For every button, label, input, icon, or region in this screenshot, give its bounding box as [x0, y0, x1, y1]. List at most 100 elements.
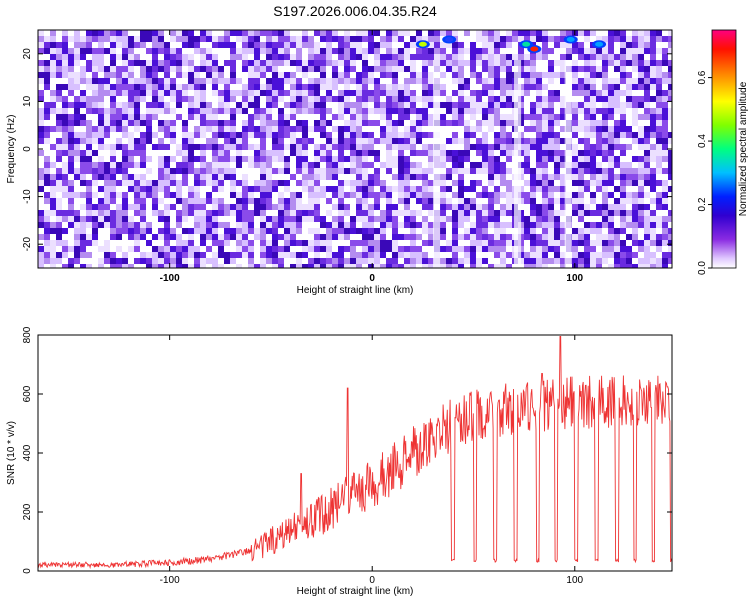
spectrogram-cell — [626, 222, 632, 228]
spectrogram-cell — [458, 78, 464, 84]
spectrogram-cell — [458, 246, 464, 252]
spectrogram-cell — [338, 204, 344, 210]
spectrogram-cell — [254, 66, 260, 72]
spectrogram-cell — [386, 264, 392, 268]
spectrogram-cell — [50, 186, 56, 192]
spectrogram-cell — [188, 36, 194, 42]
spectrogram-cell — [260, 168, 266, 174]
spectrogram-cell — [62, 96, 68, 102]
spectrogram-cell — [524, 84, 530, 90]
spectrogram-cell — [608, 132, 614, 138]
spectrogram-cell — [602, 36, 608, 42]
spectrogram-cell — [182, 144, 188, 150]
spectrogram-cell — [638, 222, 644, 228]
spectrogram-cell — [212, 66, 218, 72]
spectrogram-cell — [92, 192, 98, 198]
spectrogram-cell — [56, 186, 62, 192]
spectrogram-cell — [536, 258, 542, 264]
spectrogram-cell — [266, 222, 272, 228]
spectrogram-cell — [320, 132, 326, 138]
spectrogram-cell — [242, 102, 248, 108]
colorbar-tick-label: 0.2 — [697, 197, 708, 211]
spectrogram-cell — [374, 48, 380, 54]
spectrogram-cell — [548, 132, 554, 138]
spectrogram-cell — [356, 30, 362, 36]
spectrogram-cell — [410, 246, 416, 252]
spectrogram-cell — [254, 180, 260, 186]
spectrogram-cell — [182, 54, 188, 60]
spectrogram-cell — [122, 48, 128, 54]
spectrogram-cell — [608, 90, 614, 96]
spectrogram-cell — [194, 222, 200, 228]
spectrogram-cell — [86, 132, 92, 138]
spectrogram-cell — [662, 102, 668, 108]
spectrogram-cell — [650, 240, 656, 246]
spectrogram-cell — [200, 210, 206, 216]
spectrogram-cell — [500, 174, 506, 180]
spectrogram-cell — [68, 126, 74, 132]
spectrogram-cell — [350, 138, 356, 144]
spectrogram-cell — [656, 150, 662, 156]
spectrogram-cell — [440, 246, 446, 252]
spectrogram-cell — [146, 66, 152, 72]
spectrogram-cell — [110, 252, 116, 258]
spectrogram-cell — [386, 54, 392, 60]
spectrogram-cell — [392, 186, 398, 192]
spectrogram-cell — [458, 48, 464, 54]
spectrogram-cell — [494, 66, 500, 72]
spectrogram-cell — [482, 228, 488, 234]
spectrogram-cell — [206, 210, 212, 216]
spectrogram-cell — [494, 174, 500, 180]
spectrogram-cell — [344, 210, 350, 216]
spectrogram-cell — [494, 102, 500, 108]
spectrogram-cell — [302, 96, 308, 102]
spectrogram-cell — [572, 240, 578, 246]
spectrogram-cell — [74, 210, 80, 216]
spectrogram-cell — [494, 42, 500, 48]
spectrogram-cell — [278, 96, 284, 102]
spectrogram-cell — [260, 180, 266, 186]
spectrogram-cell — [608, 228, 614, 234]
spectrogram-cell — [134, 210, 140, 216]
spectrogram-cell — [368, 78, 374, 84]
spectrogram-cell — [488, 48, 494, 54]
spectrogram-cell — [464, 252, 470, 258]
spectrogram-cell — [452, 102, 458, 108]
spectrogram-cell — [50, 126, 56, 132]
spectrogram-cell — [488, 36, 494, 42]
spectrogram-cell — [482, 120, 488, 126]
spectrogram-cell — [458, 66, 464, 72]
spectrogram-cell — [62, 30, 68, 36]
spectrogram-cell — [644, 252, 650, 258]
spectrogram-cell — [404, 126, 410, 132]
spectrogram-cell — [380, 102, 386, 108]
spectrogram-cell — [548, 120, 554, 126]
spectrogram-cell — [218, 108, 224, 114]
spectrogram-cell — [134, 42, 140, 48]
spectrogram-cell — [368, 150, 374, 156]
spectrogram-cell — [308, 108, 314, 114]
spectrogram-cell — [218, 144, 224, 150]
spectrogram-cell — [542, 216, 548, 222]
spectrogram-cell — [590, 132, 596, 138]
spectrogram-cell — [176, 54, 182, 60]
spectrogram-cell — [632, 48, 638, 54]
spectrogram-cell — [614, 60, 620, 66]
spectrogram-cell — [122, 174, 128, 180]
spectrogram-cell — [278, 138, 284, 144]
spectrogram-cell — [572, 102, 578, 108]
spectrogram-cell — [620, 204, 626, 210]
spectrogram-cell — [296, 108, 302, 114]
spectrogram-cell — [104, 30, 110, 36]
spectrogram-cell — [398, 264, 404, 268]
spectrogram-cell — [644, 228, 650, 234]
spectrogram-cell — [536, 132, 542, 138]
spectrogram-cell — [68, 204, 74, 210]
spectrogram-cell — [500, 120, 506, 126]
spectrogram-cell — [194, 180, 200, 186]
spectrogram-cell — [572, 48, 578, 54]
spectrogram-cell — [50, 72, 56, 78]
spectrogram-cell — [98, 78, 104, 84]
spectrogram-cell — [620, 150, 626, 156]
spectrogram-cell — [668, 90, 672, 96]
